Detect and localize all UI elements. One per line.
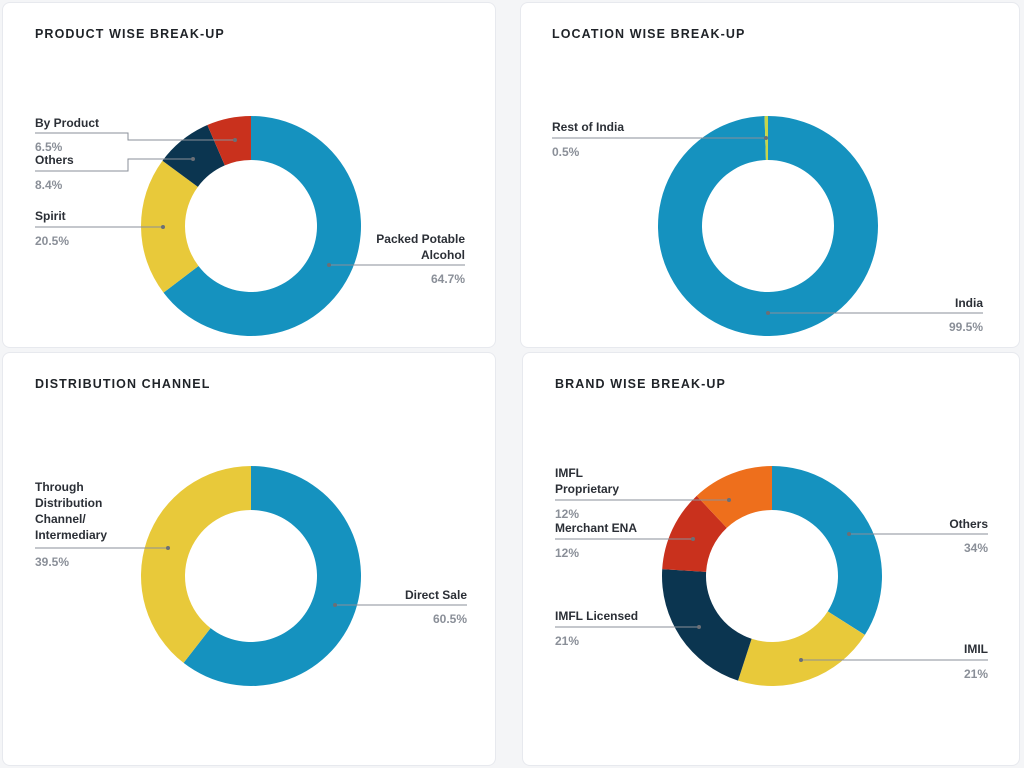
leader-dot bbox=[233, 138, 237, 142]
card-title: LOCATION WISE BREAK-UP bbox=[552, 27, 746, 41]
slice-imfl-proprietary bbox=[696, 466, 772, 528]
label-others: Others 8.4% bbox=[35, 153, 195, 192]
brand-wise-card: BRAND WISE BREAK-UP Others 34% IMIL 21% IMFL… bbox=[522, 352, 1020, 766]
slice-spirit bbox=[140, 160, 199, 293]
slice-value: 99.5% bbox=[949, 320, 983, 334]
label-imil: IMIL 21% bbox=[799, 642, 988, 681]
slice-label: Through Distribution Channel/Intermediary bbox=[35, 480, 107, 542]
slice-value: 60.5% bbox=[433, 612, 467, 626]
label-imfl-proprietary: IMFL Proprietary 12% bbox=[555, 466, 731, 521]
slice-label: IMFL Proprietary bbox=[555, 466, 619, 496]
slice-value: 20.5% bbox=[35, 234, 69, 248]
slice-value: 21% bbox=[555, 634, 579, 648]
label-direct-sale: Direct Sale 60.5% bbox=[333, 588, 467, 626]
location-donut-chart: India 99.5% Rest of India 0.5% bbox=[552, 116, 983, 336]
slice-label: Rest of India bbox=[552, 120, 624, 134]
slice-by-product bbox=[207, 116, 251, 166]
slice-value: 8.4% bbox=[35, 178, 63, 192]
brand-donut-chart: Others 34% IMIL 21% IMFL Licensed 21% Merchant… bbox=[555, 466, 988, 686]
donut-slices bbox=[658, 116, 879, 336]
slice-label: IMIL bbox=[964, 642, 988, 656]
slice-through-distribution-channel-intermediary bbox=[141, 466, 251, 663]
label-rest-of-india: Rest of India 0.5% bbox=[552, 120, 768, 159]
distribution-donut-chart: Direct Sale 60.5% Through Distribution Chann… bbox=[35, 466, 467, 686]
leader-dot bbox=[764, 136, 768, 140]
slice-value: 6.5% bbox=[35, 140, 63, 154]
slice-label: Merchant ENA bbox=[555, 521, 637, 535]
slice-label: Others bbox=[949, 517, 988, 531]
label-through-distribution-channel-intermediary: Through Distribution Channel/Intermediary 3… bbox=[35, 480, 170, 569]
leader-line bbox=[35, 158, 193, 172]
label-spirit: Spirit 20.5% bbox=[35, 209, 165, 248]
card-title: BRAND WISE BREAK-UP bbox=[555, 377, 726, 391]
leader-dot bbox=[697, 625, 701, 629]
card-title: PRODUCT WISE BREAK-UP bbox=[35, 27, 225, 41]
label-india: India 99.5% bbox=[766, 296, 983, 334]
leader-dot bbox=[161, 225, 165, 229]
slice-value: 64.7% bbox=[431, 272, 465, 286]
slice-label: India bbox=[955, 296, 983, 310]
label-by-product: By Product 6.5% bbox=[35, 116, 237, 154]
slice-value: 12% bbox=[555, 507, 579, 521]
slice-label: By Product bbox=[35, 116, 99, 130]
leader-dot bbox=[691, 537, 695, 541]
product-wise-card: PRODUCT WISE BREAK-UP Packed Potable Alco… bbox=[2, 2, 496, 348]
slice-label: Spirit bbox=[35, 209, 66, 223]
location-wise-card: LOCATION WISE BREAK-UP India 99.5% Rest of… bbox=[520, 2, 1020, 348]
donut-slices bbox=[141, 466, 361, 686]
slice-imil bbox=[738, 611, 865, 686]
label-merchant-ena: Merchant ENA 12% bbox=[555, 521, 695, 560]
slice-value: 34% bbox=[964, 541, 988, 555]
label-imfl-licensed: IMFL Licensed 21% bbox=[555, 609, 701, 648]
slice-merchant-ena bbox=[662, 495, 727, 572]
leader-dot bbox=[166, 546, 170, 550]
donut-slices bbox=[140, 116, 362, 336]
leader-dot bbox=[727, 498, 731, 502]
label-others: Others 34% bbox=[847, 517, 988, 555]
product-donut-chart: Packed Potable Alcohol 64.7% Spirit 20.5% Oth… bbox=[35, 116, 465, 336]
slice-packed-potable-alcohol bbox=[163, 116, 362, 336]
card-title: DISTRIBUTION CHANNEL bbox=[35, 377, 211, 391]
slice-value: 12% bbox=[555, 546, 579, 560]
leader-dot bbox=[327, 263, 331, 267]
slice-others bbox=[772, 466, 882, 635]
label-packed-potable-alcohol: Packed Potable Alcohol 64.7% bbox=[327, 232, 465, 286]
slice-label: Others bbox=[35, 153, 74, 167]
leader-dot bbox=[799, 658, 803, 662]
distribution-channel-card: DISTRIBUTION CHANNEL Direct Sale 60.5% Thr… bbox=[2, 352, 496, 766]
slice-value: 0.5% bbox=[552, 145, 580, 159]
slice-label: IMFL Licensed bbox=[555, 609, 638, 623]
leader-line bbox=[35, 132, 235, 141]
slice-label: Packed Potable Alcohol bbox=[376, 232, 465, 262]
leader-dot bbox=[766, 311, 770, 315]
slice-imfl-licensed bbox=[662, 569, 752, 681]
leader-dot bbox=[191, 157, 195, 161]
slice-india bbox=[658, 116, 879, 336]
slice-value: 39.5% bbox=[35, 555, 69, 569]
leader-dot bbox=[333, 603, 337, 607]
slice-value: 21% bbox=[964, 667, 988, 681]
slice-direct-sale bbox=[183, 466, 361, 686]
donut-slices bbox=[662, 466, 882, 686]
leader-dot bbox=[847, 532, 851, 536]
slice-label: Direct Sale bbox=[405, 588, 467, 602]
